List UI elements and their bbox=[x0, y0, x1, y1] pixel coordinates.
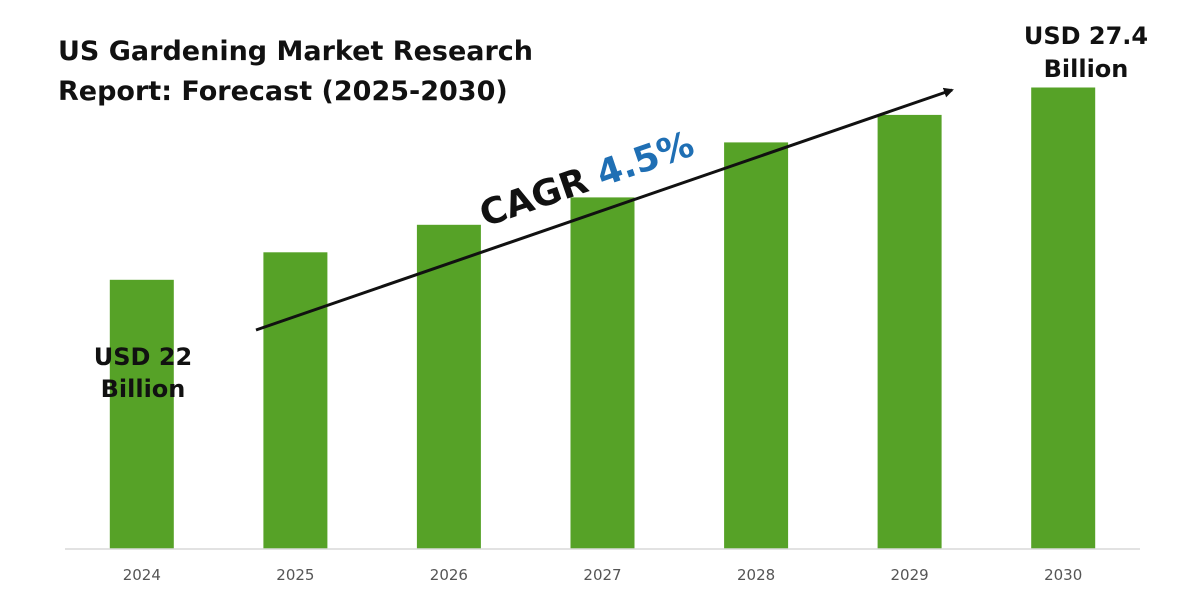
x-tick-label-2024: 2024 bbox=[123, 566, 161, 584]
x-tick-label-2029: 2029 bbox=[891, 566, 929, 584]
x-tick-label-2028: 2028 bbox=[737, 566, 775, 584]
bars-group bbox=[109, 87, 1096, 550]
trend-arrow bbox=[255, 87, 954, 332]
bar-2030 bbox=[1031, 87, 1096, 549]
bar-2024 bbox=[109, 279, 174, 549]
x-tick-label-2030: 2030 bbox=[1044, 566, 1082, 584]
x-tick-labels: 2024 2025 2026 2027 2028 2029 2030 bbox=[123, 566, 1083, 584]
bar-2025 bbox=[263, 252, 328, 550]
chart-title-line-1: US Gardening Market Research bbox=[58, 36, 533, 67]
bar-2026 bbox=[416, 224, 481, 550]
chart-title-line-2: Report: Forecast (2025-2030) bbox=[58, 76, 508, 107]
start-value-label-line-2: Billion bbox=[101, 375, 186, 403]
bar-2028 bbox=[724, 142, 789, 549]
x-tick-label-2026: 2026 bbox=[430, 566, 468, 584]
x-tick-label-2025: 2025 bbox=[276, 566, 314, 584]
start-value-label-line-1: USD 22 bbox=[94, 343, 192, 371]
end-value-label-line-2: Billion bbox=[1044, 55, 1129, 83]
end-value-label-line-1: USD 27.4 bbox=[1024, 22, 1148, 50]
bar-2029 bbox=[877, 114, 942, 550]
bar-2027 bbox=[570, 197, 635, 549]
cagr-value: 4.5% bbox=[591, 124, 699, 195]
x-tick-label-2027: 2027 bbox=[583, 566, 621, 584]
